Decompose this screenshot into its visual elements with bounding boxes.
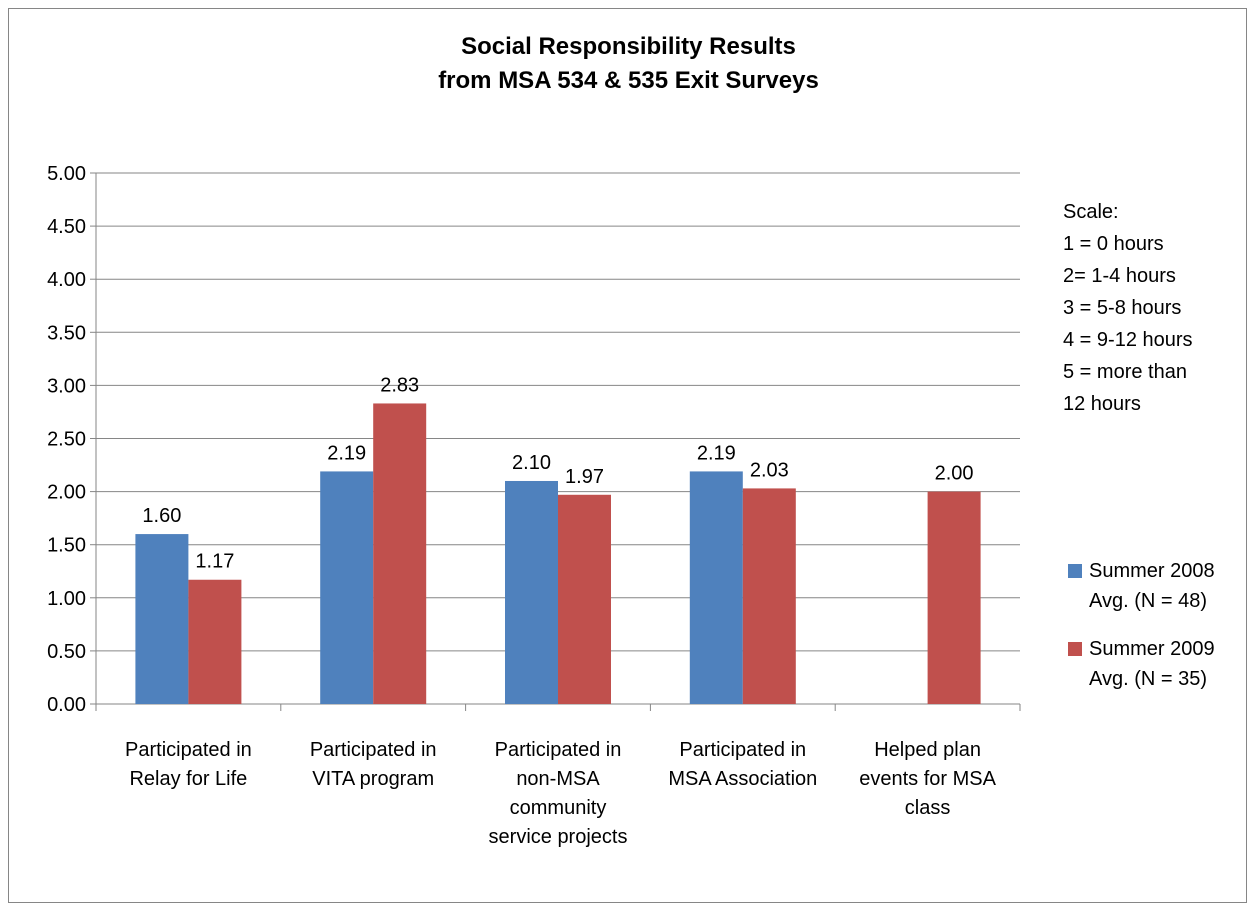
x-tick-label: Participated in	[495, 739, 622, 761]
x-tick-label: events for MSA	[859, 768, 996, 790]
x-tick-label: Relay for Life	[129, 768, 247, 790]
scale-note-line: 2= 1-4 hours	[1063, 265, 1176, 287]
chart-title-line-1: Social Responsibility Results	[461, 33, 796, 60]
x-tick-label: Helped plan	[874, 739, 981, 761]
x-tick-label: class	[905, 797, 951, 819]
x-tick-label: Participated in	[679, 739, 806, 761]
bar	[742, 488, 796, 704]
data-label: 2.03	[750, 459, 789, 481]
chart-frame	[8, 8, 1247, 903]
x-tick-label: MSA Association	[668, 768, 817, 790]
bar	[188, 579, 242, 704]
y-tick-label: 0.00	[47, 694, 86, 716]
chart-title: Social Responsibility Results from MSA 5…	[0, 30, 1257, 98]
y-tick-label: 4.50	[47, 216, 86, 238]
bar	[320, 471, 374, 704]
legend-label: Avg. (N = 48)	[1089, 590, 1208, 612]
bar	[558, 494, 611, 704]
scale-note-line: 3 = 5-8 hours	[1063, 297, 1182, 319]
x-tick-label: service projects	[489, 826, 628, 848]
scale-note-line: 1 = 0 hours	[1063, 233, 1164, 255]
y-tick-label: 2.00	[47, 482, 86, 504]
scale-note-line: Scale:	[1063, 201, 1119, 223]
bar	[927, 491, 981, 704]
data-label: 2.83	[380, 374, 419, 396]
y-tick-label: 0.50	[47, 641, 86, 663]
y-tick-label: 5.00	[47, 163, 86, 185]
scale-note: Scale: 1 = 0 hours 2= 1-4 hours 3 = 5-8 …	[1063, 196, 1193, 420]
y-tick-label: 3.50	[47, 322, 86, 344]
y-tick-label: 1.00	[47, 588, 86, 610]
data-label: 2.19	[327, 442, 366, 464]
scale-note-line: 12 hours	[1063, 393, 1141, 415]
x-tick-label: Participated in	[125, 739, 252, 761]
x-tick-label: Participated in	[310, 739, 437, 761]
scale-note-line: 5 = more than	[1063, 361, 1187, 383]
data-label: 1.17	[195, 551, 234, 573]
legend-label: Summer 2009	[1089, 638, 1215, 660]
y-tick-label: 4.00	[47, 269, 86, 291]
bar	[135, 534, 189, 704]
legend-label: Summer 2008	[1089, 560, 1215, 582]
data-label: 2.00	[935, 463, 974, 485]
x-tick-label: non-MSA	[516, 768, 600, 790]
data-label: 2.10	[512, 452, 551, 474]
data-label: 1.60	[142, 505, 181, 527]
data-label: 1.97	[565, 466, 604, 488]
y-tick-label: 2.50	[47, 429, 86, 451]
legend-swatch	[1068, 564, 1082, 578]
bar	[373, 403, 427, 704]
scale-note-line: 4 = 9-12 hours	[1063, 329, 1193, 351]
x-tick-label: community	[510, 797, 607, 819]
legend-swatch	[1068, 642, 1082, 656]
data-label: 2.19	[697, 442, 736, 464]
chart-title-line-2: from MSA 534 & 535 Exit Surveys	[438, 67, 819, 94]
bar	[689, 471, 743, 704]
bar	[505, 480, 558, 704]
y-tick-label: 1.50	[47, 535, 86, 557]
legend-label: Avg. (N = 35)	[1089, 668, 1208, 690]
x-tick-label: VITA program	[312, 768, 434, 790]
y-tick-label: 3.00	[47, 375, 86, 397]
